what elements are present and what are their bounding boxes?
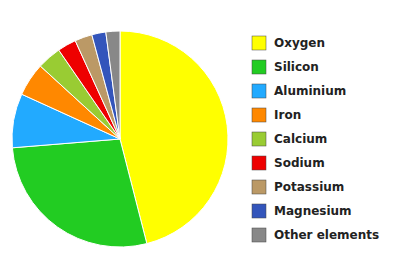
legend-label: Magnesium	[274, 204, 352, 218]
legend-label: Calcium	[274, 132, 327, 146]
legend-label: Potassium	[274, 180, 344, 194]
legend-swatch	[252, 108, 266, 122]
legend-label: Aluminium	[274, 84, 346, 98]
chart: Oxygen Silicon Aluminium Iron Calcium Sodium P…	[0, 0, 400, 278]
legend: Oxygen Silicon Aluminium Iron Calcium Sodium P…	[252, 36, 379, 242]
pie-slice	[106, 31, 120, 139]
chart-container: Oxygen Silicon Aluminium Iron Calcium Sodium P…	[0, 0, 400, 278]
pie-slice	[92, 32, 120, 139]
legend-label: Iron	[274, 108, 301, 122]
legend-label: Sodium	[274, 156, 325, 170]
legend-label: Other elements	[274, 228, 379, 242]
legend-swatch	[252, 180, 266, 194]
pie-slice	[12, 139, 146, 247]
legend-swatch	[252, 36, 266, 50]
legend-label: Oxygen	[274, 36, 325, 50]
legend-swatch	[252, 84, 266, 98]
legend-swatch	[252, 60, 266, 74]
legend-swatch	[252, 204, 266, 218]
legend-swatch	[252, 228, 266, 242]
legend-label: Silicon	[274, 60, 319, 74]
pie	[12, 31, 228, 247]
legend-swatch	[252, 156, 266, 170]
legend-swatch	[252, 132, 266, 146]
